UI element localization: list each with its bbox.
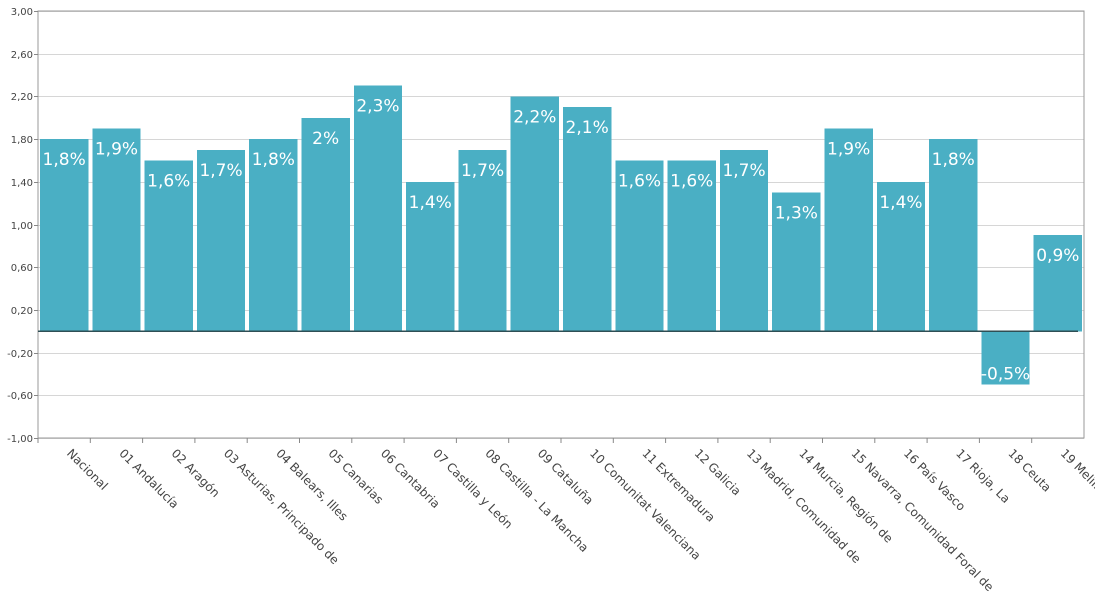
- bar: [981, 331, 1030, 385]
- bar: [824, 128, 873, 332]
- data-label: 1,7%: [722, 161, 765, 181]
- bar: [40, 139, 89, 332]
- y-tick-label: 0,20: [11, 306, 33, 317]
- bar: [772, 192, 821, 332]
- bar: [876, 181, 926, 332]
- x-tick-label: 13 Madrid, Comunidad de: [744, 446, 864, 566]
- bar: [301, 117, 350, 332]
- bar: [929, 139, 978, 332]
- y-tick-label: 1,40: [11, 178, 33, 189]
- x-tick-label: 03 Asturias, Principado de: [221, 446, 342, 567]
- data-labels: 1,8% 1,9% 1,6% 1,7% 1,8% 2% 2,3% 1,4% 1,7% 2,2% 2,…: [43, 97, 1080, 385]
- bar: [510, 96, 559, 332]
- bar: [563, 107, 612, 332]
- x-tick-label: 08 Castilla - La Mancha: [482, 446, 591, 555]
- data-label: 1,9%: [827, 139, 870, 159]
- bars: [40, 85, 1082, 385]
- data-label: 1,4%: [879, 193, 922, 213]
- bar: [667, 160, 716, 332]
- bar: [144, 160, 193, 332]
- bar: [719, 149, 769, 332]
- bar: [353, 85, 403, 332]
- bar: [1033, 235, 1082, 332]
- data-label: 2,3%: [356, 97, 399, 117]
- plot-frame: [37, 10, 1085, 439]
- data-label: 1,3%: [775, 203, 818, 223]
- bar: [615, 160, 664, 332]
- y-tick-label: 3,00: [11, 7, 33, 18]
- y-tick-label: 1,00: [11, 221, 33, 232]
- x-tick-label: 12 Galicia: [692, 446, 744, 498]
- data-label: 0,9%: [1036, 246, 1079, 266]
- bar: [406, 181, 455, 332]
- y-tick-label: 2,20: [11, 92, 33, 103]
- bar: [92, 128, 141, 332]
- x-tick-label: Nacional: [64, 446, 111, 493]
- data-label: 1,9%: [95, 139, 138, 159]
- x-tick-label: 19 Melilla: [1058, 446, 1095, 497]
- x-tick-label: 02 Aragón: [169, 446, 223, 500]
- y-tick-label: 2,60: [11, 50, 33, 61]
- data-label: 2,1%: [566, 118, 609, 138]
- x-tick-label: 10 Comunitat Valenciana: [587, 446, 704, 563]
- data-label: 1,7%: [461, 161, 504, 181]
- data-label: 1,8%: [43, 150, 86, 170]
- y-tick-label: -0,20: [7, 349, 33, 360]
- data-label: 1,7%: [199, 161, 242, 181]
- data-label: 2%: [312, 129, 339, 149]
- x-tick-label: 18 Ceuta: [1005, 446, 1053, 494]
- y-tick-label: 1,80: [11, 135, 33, 146]
- data-label: 1,6%: [618, 171, 661, 191]
- y-tick-label: -0,60: [7, 391, 33, 402]
- data-label: 1,4%: [409, 193, 452, 213]
- bar: [196, 149, 246, 332]
- bar: [458, 149, 507, 332]
- gridlines: [38, 11, 1084, 439]
- bar: [249, 139, 298, 332]
- data-label: 1,8%: [932, 150, 975, 170]
- x-tick-label: 14 Murcia, Región de: [796, 446, 895, 545]
- data-label: -0,5%: [981, 365, 1030, 385]
- data-label: 1,6%: [670, 171, 713, 191]
- y-tick-label: 0,60: [11, 263, 33, 274]
- data-label: 1,8%: [252, 150, 295, 170]
- data-label: 2,2%: [513, 107, 556, 127]
- y-tick-label: -1,00: [7, 434, 33, 445]
- data-label: 1,6%: [147, 171, 190, 191]
